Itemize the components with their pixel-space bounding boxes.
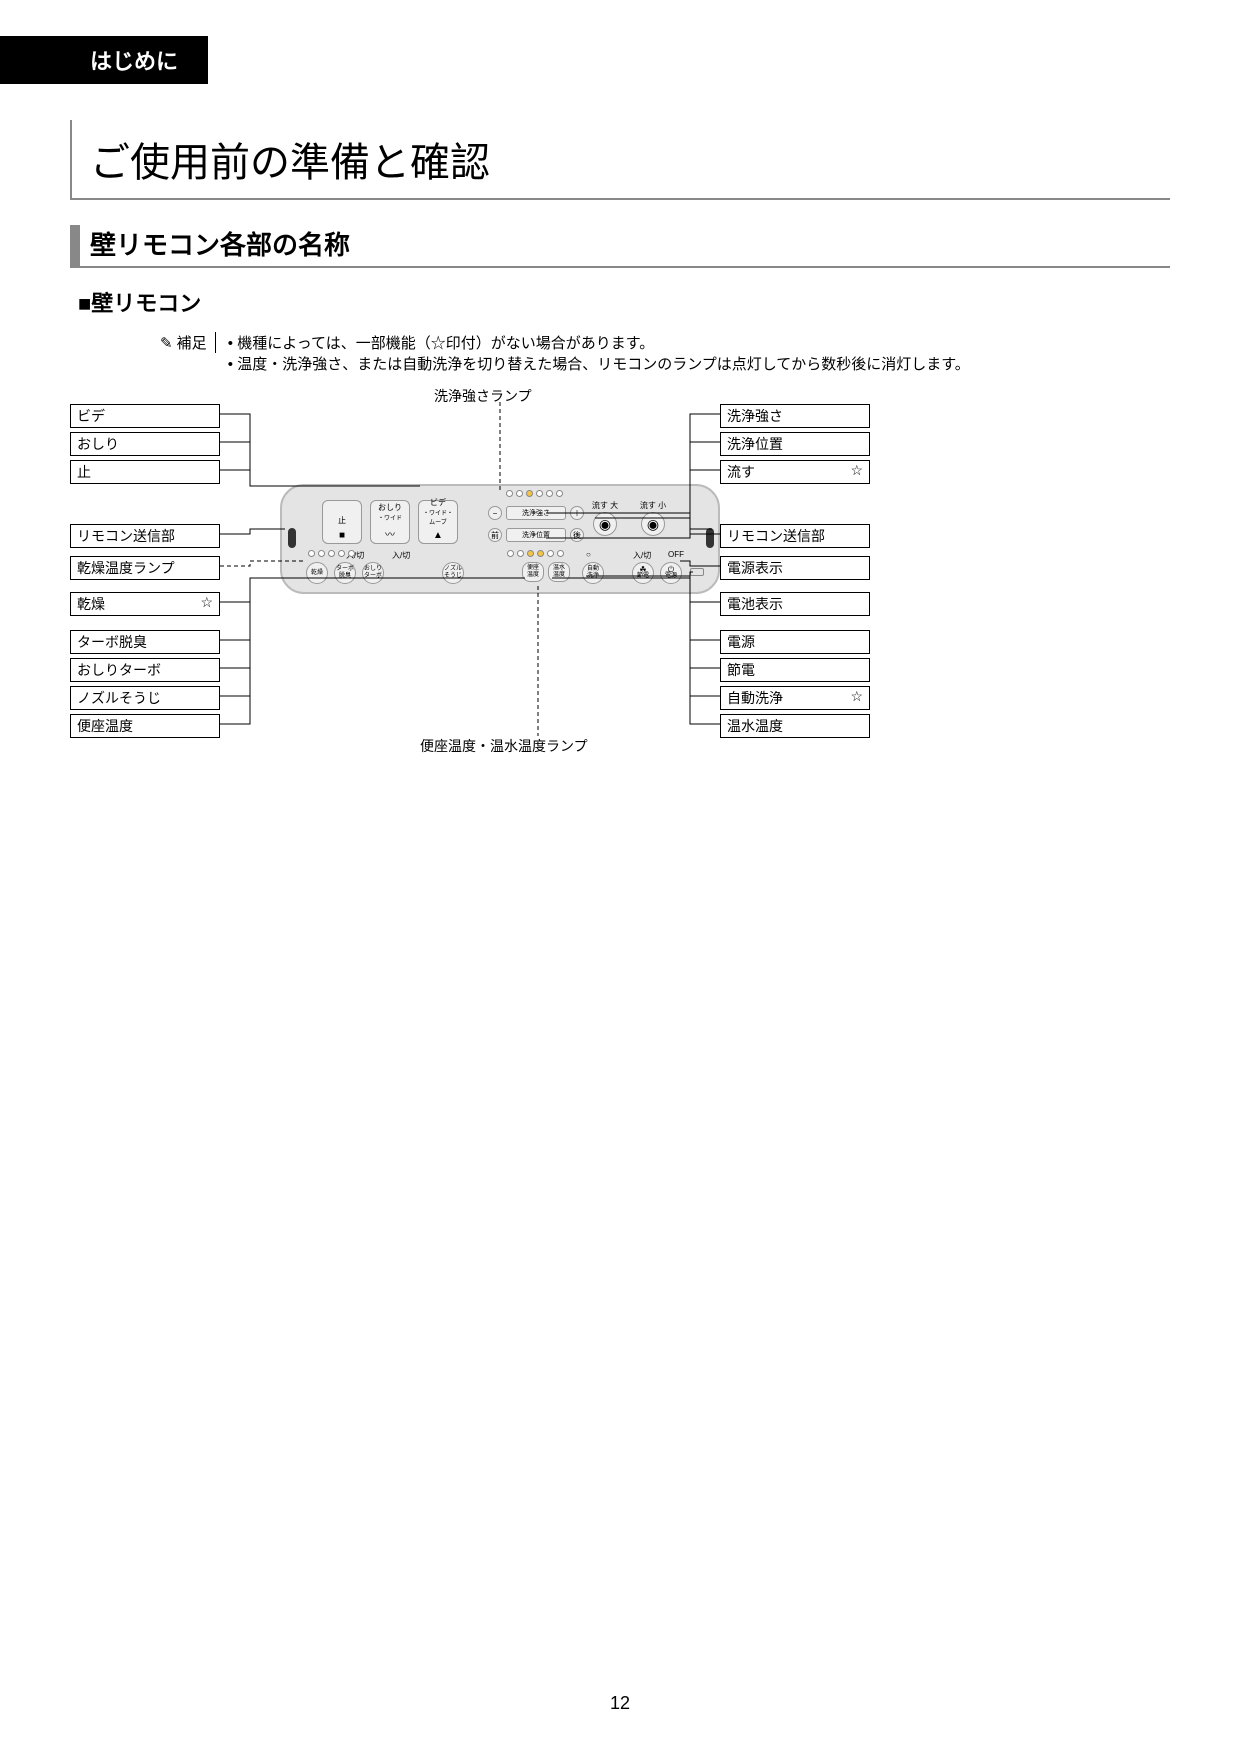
callout-label: おしりターボ	[70, 658, 220, 682]
remote-small-button: 自動 洗浄	[582, 562, 604, 584]
callout-label: ビデ	[70, 404, 220, 428]
section-tab: はじめに	[0, 36, 208, 84]
remote-small-button: ☘節電	[632, 562, 654, 584]
callout-label: おしり	[70, 432, 220, 456]
note-block: ✎補足 • 機種によっては、一部機能（☆印付）がない場合があります。 • 温度・…	[160, 332, 1170, 374]
adjust-minus-button: −	[488, 506, 502, 520]
note-body: • 機種によっては、一部機能（☆印付）がない場合があります。 • 温度・洗浄強さ…	[228, 332, 970, 374]
remote-small-button: おしり ターボ	[362, 562, 384, 584]
callout-label: 洗浄強さ	[720, 404, 870, 428]
remote-diagram: 洗浄強さランプ 止■おしり・ワイド〰ビデ・ワイド・ムーブ▲−洗浄強さ＋前洗浄位置…	[70, 386, 1170, 766]
remote-small-button: ノズル そうじ	[442, 562, 464, 584]
remote-small-label: 入/切	[633, 550, 651, 561]
remote-main-button: おしり・ワイド〰	[370, 500, 410, 544]
top-lamp-label: 洗浄強さランプ	[434, 386, 532, 406]
callout-label: ノズルそうじ	[70, 686, 220, 710]
note-label: 補足	[177, 335, 207, 352]
callout-label: 電池表示	[720, 592, 870, 616]
remote-small-button: 便座 温度	[522, 562, 544, 582]
page-number: 12	[0, 1693, 1240, 1714]
remote-main-button: ビデ・ワイド・ムーブ▲	[418, 500, 458, 544]
ir-sensor-icon	[288, 528, 296, 548]
callout-label: 電源	[720, 630, 870, 654]
adjust-label: 洗浄位置	[506, 528, 566, 542]
flush-label: 流す 小	[638, 500, 668, 511]
page-title: ご使用前の準備と確認	[70, 120, 1170, 200]
callout-label: 流す	[720, 460, 870, 484]
battery-icon	[690, 568, 704, 576]
section-heading: 壁リモコン各部の名称	[70, 225, 1170, 268]
ir-sensor-icon	[706, 528, 714, 548]
led-row	[506, 490, 563, 497]
callout-label: 止	[70, 460, 220, 484]
callout-label: ターボ脱臭	[70, 630, 220, 654]
flush-label: 流す 大	[590, 500, 620, 511]
adjust-plus-button: 後	[570, 528, 584, 542]
flush-button: ◉	[641, 512, 665, 536]
pencil-icon: ✎	[160, 335, 173, 352]
adjust-minus-button: 前	[488, 528, 502, 542]
led-row	[507, 550, 564, 557]
bottom-lamp-label: 便座温度・温水温度ランプ	[420, 736, 588, 756]
callout-label: リモコン送信部	[70, 524, 220, 548]
callout-label: 電源表示	[720, 556, 870, 580]
adjust-label: 洗浄強さ	[506, 506, 566, 520]
callout-label: 節電	[720, 658, 870, 682]
remote-small-button: 温水 温度	[548, 562, 570, 582]
callout-label: 乾燥	[70, 592, 220, 616]
callout-label: 温水温度	[720, 714, 870, 738]
callout-label: 乾燥温度ランプ	[70, 556, 220, 580]
callout-label: リモコン送信部	[720, 524, 870, 548]
remote-small-button: ⏻電源	[660, 562, 682, 584]
adjust-plus-button: ＋	[570, 506, 584, 520]
subsection-heading: ■壁リモコン	[78, 286, 1170, 318]
flush-button: ◉	[593, 512, 617, 536]
remote-small-button: ターボ 脱臭	[334, 562, 356, 584]
remote-small-label: OFF	[668, 550, 684, 559]
led-row	[308, 550, 355, 557]
remote-small-label: ○	[586, 550, 591, 559]
callout-label: 洗浄位置	[720, 432, 870, 456]
remote-body: 止■おしり・ワイド〰ビデ・ワイド・ムーブ▲−洗浄強さ＋前洗浄位置後流す 大◉流す…	[280, 484, 720, 594]
callout-label: 自動洗浄	[720, 686, 870, 710]
remote-small-label: 入/切	[392, 550, 410, 561]
callout-label: 便座温度	[70, 714, 220, 738]
remote-small-button: 乾燥	[306, 562, 328, 584]
remote-main-button: 止■	[322, 500, 362, 544]
